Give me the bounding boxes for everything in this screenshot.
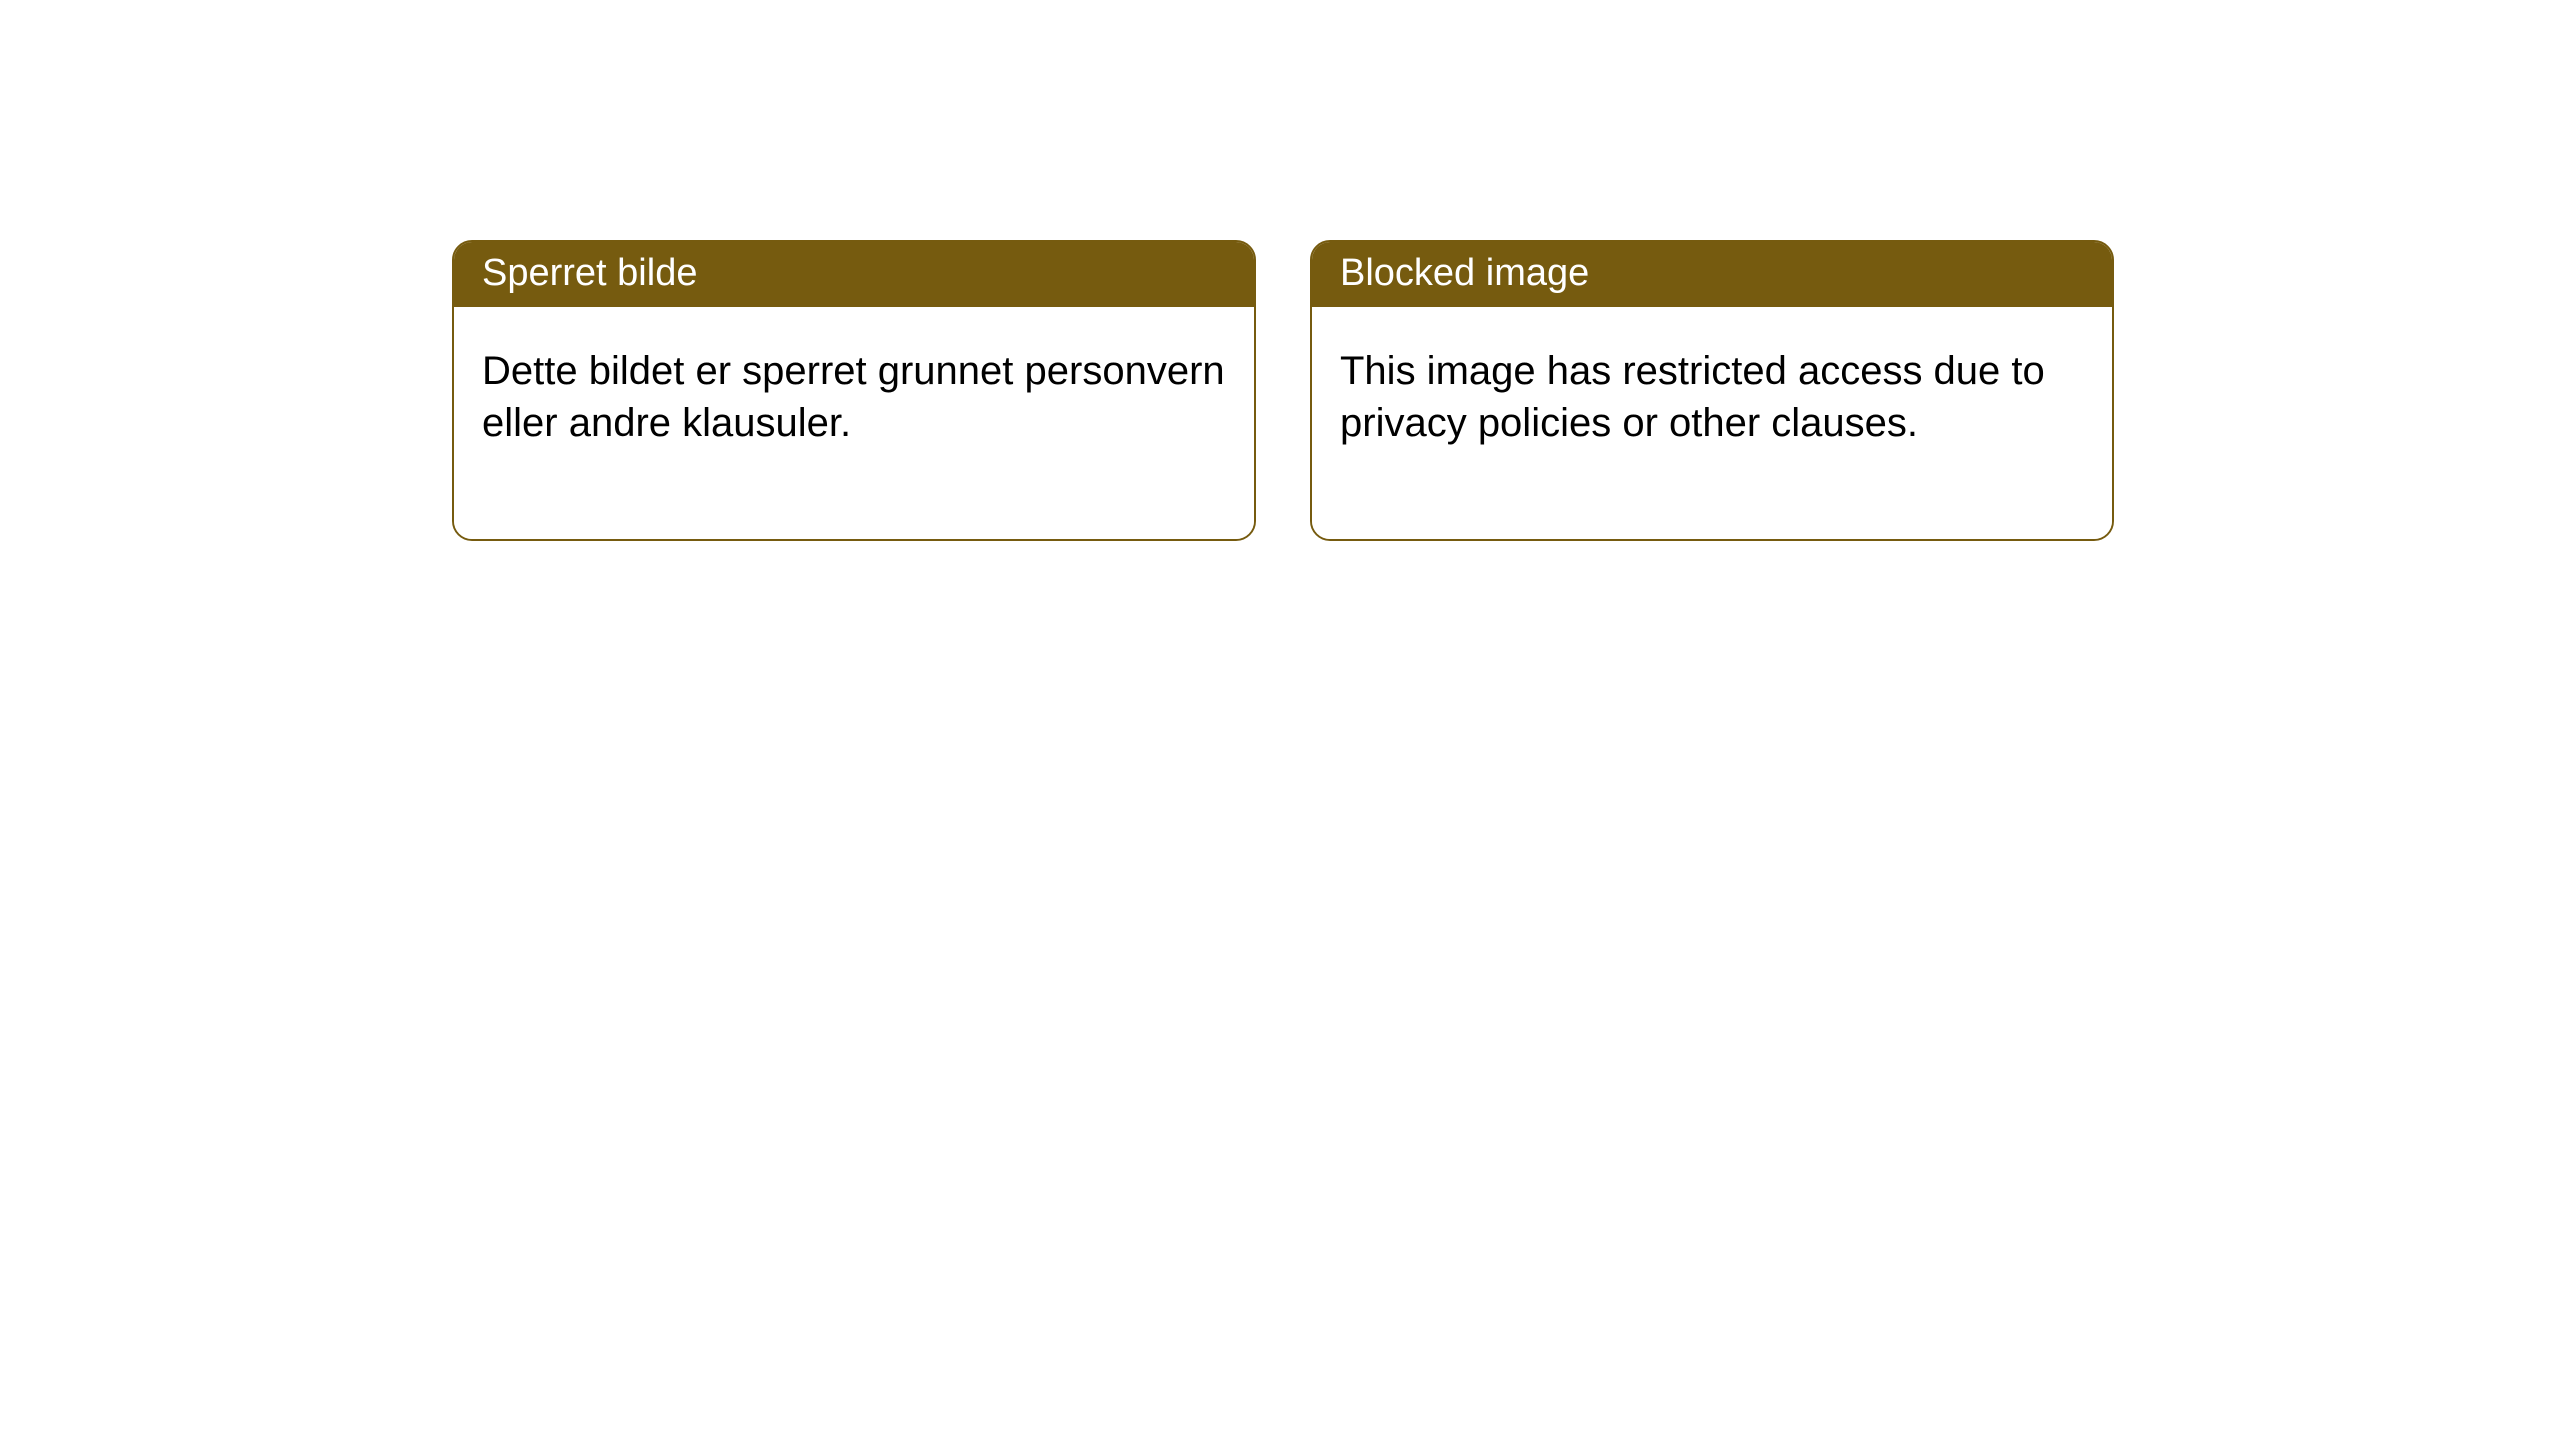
- card-header: Blocked image: [1312, 242, 2112, 307]
- card-header: Sperret bilde: [454, 242, 1254, 307]
- card-title: Blocked image: [1340, 252, 1589, 294]
- card-body: This image has restricted access due to …: [1312, 307, 2112, 539]
- card-text: This image has restricted access due to …: [1340, 345, 2084, 449]
- blocked-image-card-no: Sperret bilde Dette bildet er sperret gr…: [452, 240, 1256, 541]
- cards-container: Sperret bilde Dette bildet er sperret gr…: [0, 0, 2560, 541]
- card-text: Dette bildet er sperret grunnet personve…: [482, 345, 1226, 449]
- card-body: Dette bildet er sperret grunnet personve…: [454, 307, 1254, 539]
- card-title: Sperret bilde: [482, 252, 697, 294]
- blocked-image-card-en: Blocked image This image has restricted …: [1310, 240, 2114, 541]
